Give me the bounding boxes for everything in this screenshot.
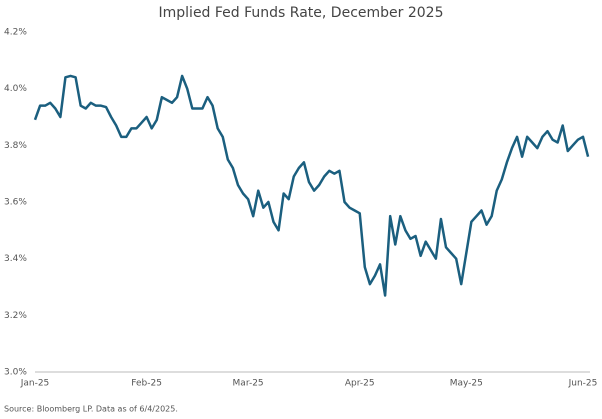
x-tick-label: Apr-25 — [345, 379, 375, 389]
y-tick-label: 3.4% — [4, 254, 27, 264]
x-tick-label: May-25 — [450, 379, 483, 389]
y-tick-label: 3.0% — [4, 368, 27, 378]
y-tick-label: 4.0% — [4, 84, 27, 94]
x-tick-label: Jan-25 — [20, 379, 50, 389]
data-line — [33, 74, 590, 297]
chart-title: Implied Fed Funds Rate, December 2025 — [159, 5, 444, 21]
x-tick-label: Jun-25 — [568, 379, 598, 389]
y-tick-label: 4.2% — [4, 28, 27, 38]
y-tick-label: 3.6% — [4, 198, 27, 208]
y-tick-label: 3.2% — [4, 311, 27, 321]
source-note: Source: Bloomberg LP. Data as of 6/4/202… — [4, 405, 178, 414]
x-tick-label: Mar-25 — [233, 379, 264, 389]
x-tick-label: Feb-25 — [131, 379, 162, 389]
y-tick-label: 3.8% — [4, 141, 27, 151]
